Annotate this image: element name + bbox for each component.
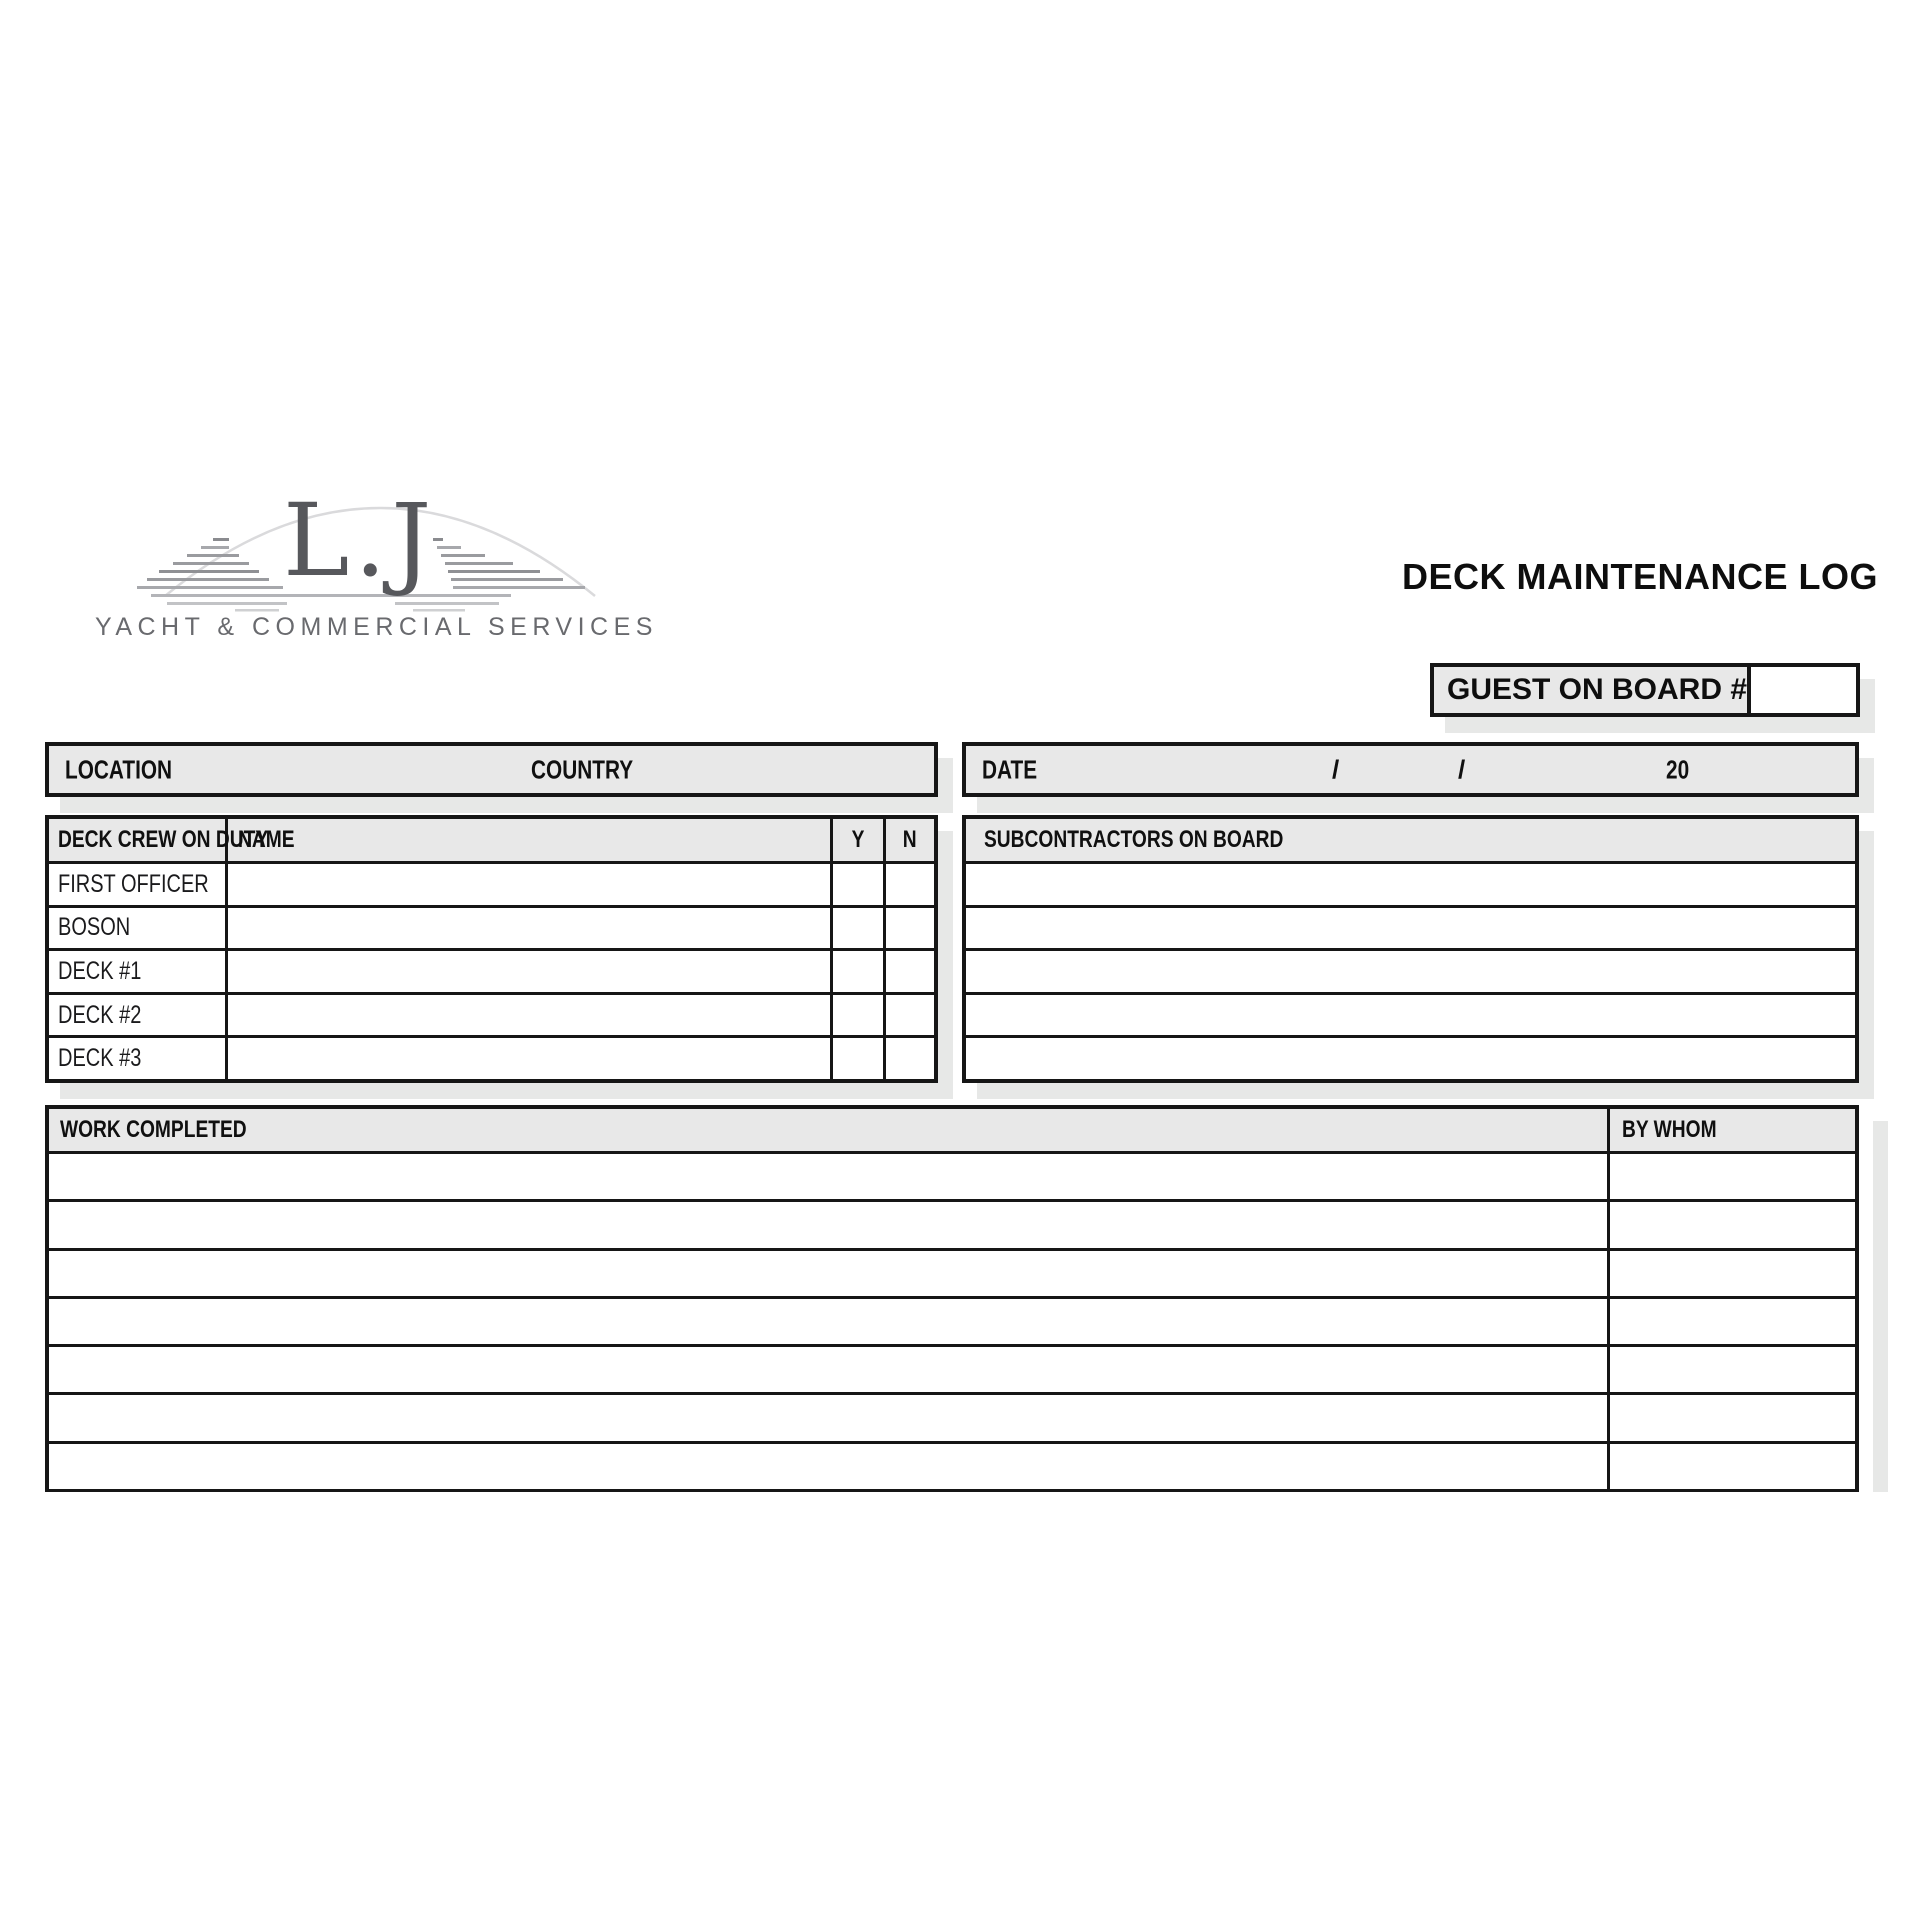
crew-role-cell: BOSON xyxy=(49,907,228,949)
location-fill-area[interactable] xyxy=(179,746,519,793)
guest-on-board-label: GUEST ON BOARD # xyxy=(1447,673,1748,706)
crew-no-checkbox-cell[interactable] xyxy=(886,1038,934,1079)
crew-yes-checkbox-cell[interactable] xyxy=(833,864,886,905)
work-table-row xyxy=(49,1202,1855,1251)
crew-yes-checkbox-cell[interactable] xyxy=(833,1038,886,1079)
date-slash-1: / xyxy=(1332,754,1340,784)
crew-no-checkbox-cell[interactable] xyxy=(886,995,934,1036)
subcontractors-table: SUBCONTRACTORS ON BOARD xyxy=(962,815,1859,1083)
crew-header-no: N xyxy=(903,826,917,853)
crew-name-input-cell[interactable] xyxy=(228,994,833,1036)
work-completed-input-cell[interactable] xyxy=(49,1395,1610,1441)
date-day-fill-area[interactable] xyxy=(1086,746,1326,793)
crew-role-cell: DECK #2 xyxy=(49,994,228,1036)
page-title: DECK MAINTENANCE LOG xyxy=(1402,556,1878,597)
deck-crew-table-header: DECK CREW ON DUTY NAME Y N xyxy=(49,819,934,864)
guest-on-board-input[interactable] xyxy=(1747,667,1856,713)
work-table-row xyxy=(49,1298,1855,1348)
subcontractors-header: SUBCONTRACTORS ON BOARD xyxy=(966,819,1855,864)
crew-no-checkbox-cell[interactable] xyxy=(886,951,934,992)
work-table-row xyxy=(49,1154,1855,1203)
work-completed-header: WORK COMPLETED xyxy=(49,1109,1610,1151)
work-completed-input-cell[interactable] xyxy=(49,1347,1610,1393)
crew-table-row: FIRST OFFICER xyxy=(49,864,934,908)
work-completed-input-cell[interactable] xyxy=(49,1443,1610,1490)
crew-no-checkbox-cell[interactable] xyxy=(886,864,934,905)
work-completed-input-cell[interactable] xyxy=(49,1154,1610,1200)
crew-yes-checkbox-cell[interactable] xyxy=(833,994,886,1036)
by-whom-input-cell[interactable] xyxy=(1610,1444,1855,1489)
crew-name-input-cell[interactable] xyxy=(228,864,833,905)
work-completed-input-cell[interactable] xyxy=(49,1250,1610,1296)
date-slash-2: / xyxy=(1458,754,1466,784)
subcontractor-entry-row[interactable] xyxy=(966,995,1855,1039)
crew-role-cell: DECK #1 xyxy=(49,951,228,992)
crew-table-row: DECK #2 xyxy=(49,994,934,1039)
work-table-shadow xyxy=(1873,1121,1888,1492)
crew-header-duty: DECK CREW ON DUTY xyxy=(49,819,268,861)
by-whom-input-cell[interactable] xyxy=(1610,1251,1855,1296)
by-whom-header: BY WHOM xyxy=(1622,1116,1717,1143)
work-completed-input-cell[interactable] xyxy=(49,1298,1610,1345)
work-table-header: WORK COMPLETED BY WHOM xyxy=(49,1109,1855,1154)
subcontractor-entry-row[interactable] xyxy=(966,908,1855,952)
crew-name-input-cell[interactable] xyxy=(228,1038,833,1079)
date-year-fill-area[interactable] xyxy=(1706,746,1851,793)
crew-no-checkbox-cell[interactable] xyxy=(886,908,934,949)
work-completed-input-cell[interactable] xyxy=(49,1202,1610,1248)
work-table-row xyxy=(49,1347,1855,1396)
crew-header-name: NAME xyxy=(228,819,833,861)
subcontractor-entry-row[interactable] xyxy=(966,1038,1855,1079)
company-logo: L.J YACHT & COMMERCIAL SERVICES xyxy=(95,486,675,650)
crew-role-cell: FIRST OFFICER xyxy=(49,864,228,905)
crew-header-yes: Y xyxy=(833,819,886,861)
country-fill-area[interactable] xyxy=(629,746,930,793)
by-whom-input-cell[interactable] xyxy=(1610,1347,1855,1392)
subcontractor-entry-row[interactable] xyxy=(966,864,1855,908)
by-whom-input-cell[interactable] xyxy=(1610,1202,1855,1247)
crew-role-cell: DECK #3 xyxy=(49,1038,228,1079)
crew-table-row: DECK #3 xyxy=(49,1038,934,1079)
subcontractor-entry-row[interactable] xyxy=(966,951,1855,995)
crew-name-input-cell[interactable] xyxy=(228,907,833,949)
location-country-bar: LOCATION COUNTRY xyxy=(45,742,938,797)
date-year-prefix: 20 xyxy=(1666,754,1690,784)
by-whom-input-cell[interactable] xyxy=(1610,1154,1855,1199)
logo-subtitle: YACHT & COMMERCIAL SERVICES xyxy=(95,613,658,641)
location-label: LOCATION xyxy=(65,754,173,784)
crew-table-row: BOSON xyxy=(49,907,934,952)
deck-crew-table: DECK CREW ON DUTY NAME Y N FIRST OFFICER… xyxy=(45,815,938,1083)
work-table-row xyxy=(49,1443,1855,1492)
logo-waves-graphic xyxy=(137,506,596,612)
crew-table-row: DECK #1 xyxy=(49,951,934,995)
by-whom-input-cell[interactable] xyxy=(1610,1395,1855,1440)
crew-yes-checkbox-cell[interactable] xyxy=(833,907,886,949)
guest-on-board-box: GUEST ON BOARD # xyxy=(1430,663,1860,717)
logo-monogram: L.J xyxy=(283,482,437,599)
crew-yes-checkbox-cell[interactable] xyxy=(833,951,886,992)
work-table-row xyxy=(49,1395,1855,1444)
by-whom-input-cell[interactable] xyxy=(1610,1299,1855,1344)
date-label: DATE xyxy=(982,754,1038,784)
date-month-fill-area[interactable] xyxy=(1352,746,1452,793)
crew-name-input-cell[interactable] xyxy=(228,951,833,992)
country-label: COUNTRY xyxy=(531,754,634,784)
work-completed-table: WORK COMPLETED BY WHOM xyxy=(45,1105,1859,1492)
work-table-row xyxy=(49,1250,1855,1299)
date-bar: DATE / / 20 xyxy=(962,742,1859,797)
